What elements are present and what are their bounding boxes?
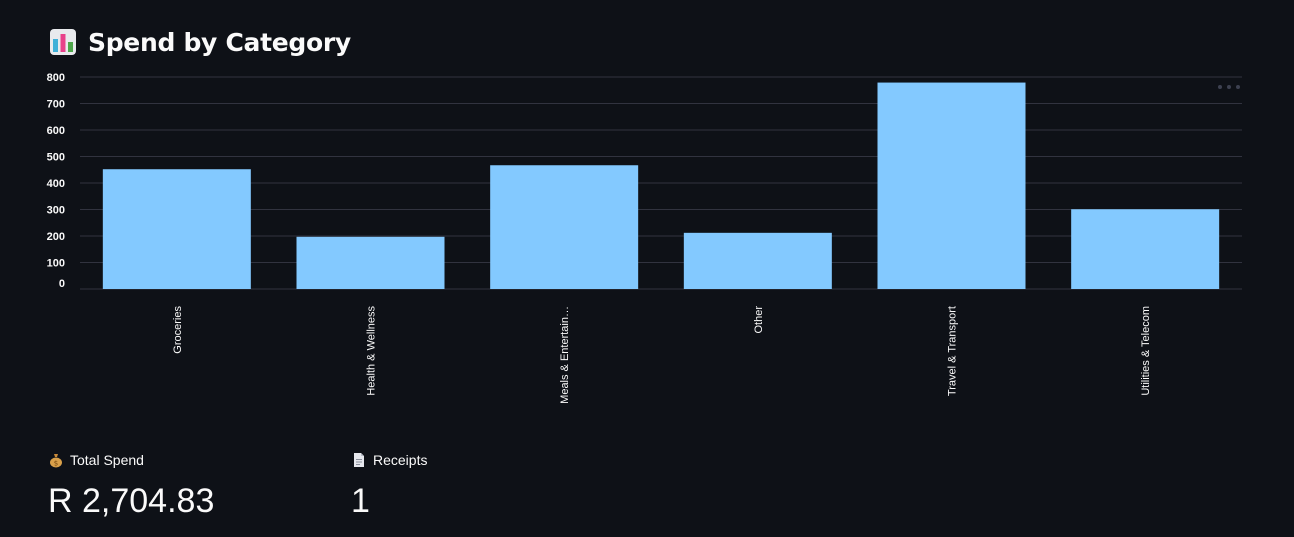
bar <box>877 82 1026 289</box>
bar <box>683 232 832 289</box>
y-tick-label: 600 <box>47 125 65 137</box>
y-tick-label: 800 <box>47 72 65 84</box>
document-icon <box>354 453 364 467</box>
y-tick-label: 0 <box>59 278 65 290</box>
page-title: Spend by Category <box>88 27 351 57</box>
x-tick-label: Travel & Transport <box>947 306 959 396</box>
page-header: Spend by Category <box>50 24 351 60</box>
menu-dot <box>1236 85 1240 89</box>
x-tick-label: Other <box>753 306 765 334</box>
metric-label: Total Spend <box>70 452 144 468</box>
metric-receipts: Receipts 1 <box>351 448 427 521</box>
metric-total-spend: $ Total Spend R 2,704.83 <box>48 448 214 521</box>
bar-chart: 0 100 200 300 400 500 600 700 800 Groceries Health… <box>47 72 1242 404</box>
x-tick-label: Meals & Entertain… <box>559 306 571 404</box>
x-tick-label: Groceries <box>172 306 184 354</box>
menu-dot <box>1218 85 1222 89</box>
metric-value: 1 <box>351 482 370 520</box>
y-tick-label: 700 <box>47 99 65 111</box>
bar <box>102 169 251 289</box>
y-tick-label: 300 <box>47 205 65 217</box>
x-tick-label: Health & Wellness <box>366 306 378 396</box>
y-tick-label: 200 <box>47 231 65 243</box>
y-tick-label: 500 <box>47 152 65 164</box>
svg-text:$: $ <box>54 460 58 468</box>
bar-chart-emoji-icon <box>50 29 76 55</box>
chart-menu-button[interactable] <box>1218 80 1240 94</box>
bar <box>490 165 639 289</box>
metric-value: R 2,704.83 <box>48 482 215 520</box>
bar <box>296 236 445 289</box>
money-bag-icon: $ <box>50 454 62 468</box>
y-tick-label: 100 <box>47 258 65 270</box>
y-tick-label: 400 <box>47 178 65 190</box>
bar <box>1071 209 1220 289</box>
menu-dot <box>1227 85 1231 89</box>
metric-label: Receipts <box>373 452 428 468</box>
x-tick-label: Utilities & Telecom <box>1140 306 1152 396</box>
